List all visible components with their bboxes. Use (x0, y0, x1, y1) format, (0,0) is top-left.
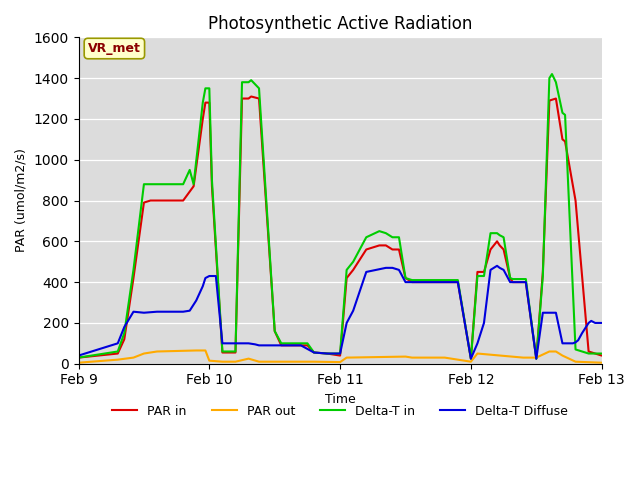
Delta-T Diffuse (591, 320, 599, 326)
PAR out (598, 360, 605, 366)
PAR out (232, 359, 239, 365)
PAR in (255, 96, 263, 101)
PAR out (271, 359, 278, 365)
Delta-T Diffuse (202, 275, 209, 281)
Delta-T in (467, 356, 475, 361)
PAR out (572, 359, 579, 365)
Delta-T Diffuse (493, 263, 501, 269)
PAR out (552, 348, 560, 354)
PAR in (75, 355, 83, 360)
PAR out (193, 348, 200, 353)
PAR out (402, 354, 410, 360)
PAR in (382, 242, 390, 248)
Delta-T Diffuse (75, 353, 83, 359)
PAR in (225, 349, 233, 355)
Delta-T Diffuse (532, 356, 540, 361)
PAR out (441, 355, 449, 360)
PAR out (532, 355, 540, 360)
PAR out (202, 348, 209, 353)
Delta-T in (336, 351, 344, 357)
Delta-T in (179, 181, 187, 187)
PAR in (572, 198, 579, 204)
PAR out (244, 356, 252, 361)
Delta-T Diffuse (208, 273, 216, 279)
Delta-T in (303, 340, 311, 346)
Delta-T in (147, 181, 154, 187)
Delta-T Diffuse (467, 356, 475, 361)
PAR in (467, 356, 475, 361)
Delta-T Diffuse (441, 279, 449, 285)
Delta-T in (598, 351, 605, 357)
Legend: PAR in, PAR out, Delta-T in, Delta-T Diffuse: PAR in, PAR out, Delta-T in, Delta-T Dif… (108, 400, 573, 423)
Text: VR_met: VR_met (88, 42, 141, 55)
PAR out (467, 359, 475, 365)
PAR out (205, 358, 213, 363)
Delta-T in (75, 355, 83, 360)
PAR in (598, 353, 605, 359)
Line: PAR out: PAR out (79, 350, 602, 363)
PAR out (255, 359, 263, 365)
PAR out (336, 359, 344, 365)
PAR out (75, 360, 83, 366)
Y-axis label: PAR (umol/m2/s): PAR (umol/m2/s) (15, 149, 28, 252)
PAR in (247, 94, 255, 99)
PAR out (545, 348, 553, 354)
Line: PAR in: PAR in (79, 96, 602, 359)
Delta-T in (559, 110, 566, 116)
PAR out (343, 355, 351, 360)
PAR out (559, 353, 566, 359)
Title: Photosynthetic Active Radiation: Photosynthetic Active Radiation (208, 15, 472, 33)
PAR in (323, 351, 331, 357)
PAR in (539, 269, 547, 275)
PAR out (520, 355, 527, 360)
PAR out (130, 355, 138, 360)
Delta-T in (506, 275, 514, 281)
X-axis label: Time: Time (324, 393, 355, 406)
PAR out (140, 351, 148, 357)
PAR out (310, 359, 318, 365)
Delta-T Diffuse (598, 320, 605, 326)
Delta-T Diffuse (153, 309, 161, 314)
PAR out (408, 355, 416, 360)
Line: Delta-T Diffuse: Delta-T Diffuse (79, 266, 602, 359)
Delta-T in (548, 71, 556, 77)
PAR out (218, 359, 226, 365)
PAR out (474, 351, 481, 357)
Line: Delta-T in: Delta-T in (79, 74, 602, 359)
PAR out (153, 348, 161, 354)
PAR out (114, 357, 122, 362)
